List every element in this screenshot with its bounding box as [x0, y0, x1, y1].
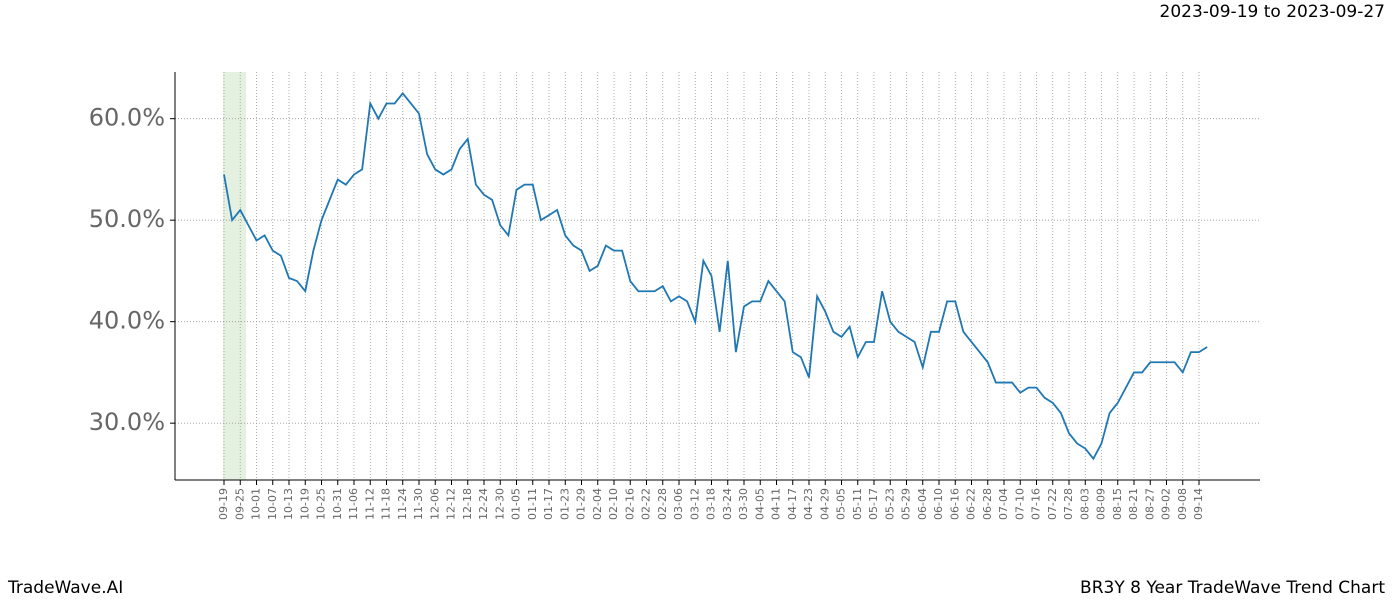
- x-tick-label: 06-22: [965, 488, 978, 520]
- x-tick-label: 02-16: [623, 488, 636, 520]
- x-tick-label: 06-10: [932, 488, 945, 520]
- grid: [175, 72, 1260, 480]
- x-tick-label: 01-05: [510, 488, 523, 520]
- x-tick-label: 10-07: [266, 488, 279, 520]
- x-tick-label: 01-29: [575, 488, 588, 520]
- y-tick-label: 30.0%: [89, 408, 165, 436]
- y-tick-label: 40.0%: [89, 307, 165, 335]
- x-tick-label: 11-18: [380, 488, 393, 520]
- x-tick-label: 07-22: [1046, 488, 1059, 520]
- x-tick-label: 05-23: [883, 488, 896, 520]
- x-tick-label: 02-22: [640, 488, 653, 520]
- x-tick-label: 01-11: [526, 488, 539, 520]
- x-tick-label: 11-30: [412, 488, 425, 520]
- x-tick-label: 11-06: [347, 488, 360, 520]
- y-tick-label: 50.0%: [89, 205, 165, 233]
- x-tick-label: 06-28: [981, 488, 994, 520]
- x-tick-label: 07-28: [1062, 488, 1075, 520]
- x-tick-label: 08-03: [1078, 488, 1091, 520]
- trend-line: [223, 91, 1208, 461]
- x-tick-label: 03-12: [688, 488, 701, 520]
- x-tick-label: 12-06: [428, 488, 441, 520]
- y-tick-label: 60.0%: [89, 104, 165, 132]
- x-tick-label: 12-18: [461, 488, 474, 520]
- x-tick-label: 02-10: [607, 488, 620, 520]
- x-tick-label: 09-14: [1192, 488, 1205, 520]
- x-tick-label: 03-30: [737, 488, 750, 520]
- x-tick-label: 09-02: [1160, 488, 1173, 520]
- x-tick-label: 11-12: [363, 488, 376, 520]
- x-tick-label: 07-10: [1013, 488, 1026, 520]
- x-tick-label: 05-17: [867, 488, 880, 520]
- x-tick-label: 08-09: [1095, 488, 1108, 520]
- x-tick-label: 10-13: [282, 488, 295, 520]
- x-tick-label: 12-12: [445, 488, 458, 520]
- x-tick-label: 01-23: [558, 488, 571, 520]
- x-tick-label: 10-01: [250, 488, 263, 520]
- x-tick-label: 03-24: [721, 488, 734, 520]
- x-tick-label: 04-23: [802, 488, 815, 520]
- highlight-span: [223, 72, 246, 480]
- x-tick-label: 09-08: [1176, 488, 1189, 520]
- x-tick-label: 01-17: [542, 488, 555, 520]
- x-tick-label: 02-04: [591, 488, 604, 520]
- brand: TradeWave.AI: [7, 578, 123, 598]
- x-tick-label: 05-29: [900, 488, 913, 520]
- x-tick-label: 09-25: [233, 488, 246, 520]
- x-tick-label: 03-06: [672, 488, 685, 520]
- x-tick-label: 08-27: [1143, 488, 1156, 520]
- x-tick-label: 09-19: [217, 488, 230, 520]
- chart-title: BR3Y 8 Year TradeWave Trend Chart: [1080, 578, 1385, 598]
- x-tick-label: 10-31: [331, 488, 344, 520]
- x-tick-label: 10-25: [315, 488, 328, 520]
- x-tick-label: 02-28: [656, 488, 669, 520]
- x-tick-label: 04-29: [818, 488, 831, 520]
- x-tick-label: 03-18: [705, 488, 718, 520]
- x-tick-label: 05-05: [835, 488, 848, 520]
- x-tick-label: 10-19: [298, 488, 311, 520]
- x-tick-label: 12-24: [477, 488, 490, 520]
- x-tick-label: 07-16: [1030, 488, 1043, 520]
- x-tick-label: 07-04: [997, 488, 1010, 520]
- x-tick-label: 04-11: [770, 488, 783, 520]
- x-tick-label: 08-21: [1127, 488, 1140, 520]
- x-tick-label: 12-30: [493, 488, 506, 520]
- x-tick-label: 04-17: [786, 488, 799, 520]
- x-tick-label: 11-24: [396, 488, 409, 520]
- x-tick-label: 06-04: [916, 488, 929, 520]
- x-tick-label: 05-11: [851, 488, 864, 520]
- x-tick-label: 04-05: [753, 488, 766, 520]
- x-tick-label: 06-16: [948, 488, 961, 520]
- date-range: 2023-09-19 to 2023-09-27: [1160, 2, 1385, 22]
- x-tick-label: 08-15: [1111, 488, 1124, 520]
